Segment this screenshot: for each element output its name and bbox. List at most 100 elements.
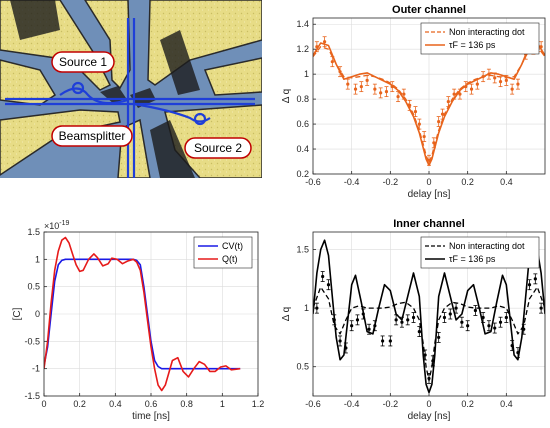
x-tick-label: 0 (426, 399, 431, 409)
data-point (475, 82, 479, 86)
data-point (504, 78, 508, 82)
outer-channel-chart: -0.6 -0.4 -0.2 0 0.2 0.4 0.2 0.4 0.6 0.8 1 1.2 1.4 de… (281, 4, 546, 200)
data-point (400, 320, 404, 324)
data-point (481, 315, 485, 320)
data-point (367, 327, 371, 331)
data-point (440, 112, 445, 116)
y-tick-label: 0.4 (296, 144, 309, 154)
x-tick-label: -0.4 (344, 399, 360, 409)
data-point (473, 308, 477, 313)
exponent-base: ×10 (44, 221, 59, 231)
data-point (355, 318, 360, 322)
legend-box (193, 236, 253, 269)
series-line-1 (44, 236, 241, 392)
legend-label: Non interacting dot (449, 27, 525, 37)
data-point (516, 351, 520, 355)
data-point (464, 85, 468, 89)
source-1-label: Source 1 (51, 51, 115, 73)
data-point (454, 306, 458, 310)
data-point (493, 76, 497, 80)
data-point (510, 344, 514, 348)
data-point (522, 327, 526, 331)
data-point (406, 318, 410, 322)
y-axis-label: [C] (12, 307, 23, 320)
data-point (533, 277, 537, 281)
edge-channel-paths (5, 18, 255, 178)
data-point (402, 92, 406, 96)
series-layer (44, 236, 241, 392)
data-point (442, 315, 447, 320)
x-tick-label: 1 (220, 399, 225, 409)
data-point (487, 324, 491, 328)
x-tick-label: 0.2 (73, 399, 86, 409)
y-tick-label: 1 (304, 303, 309, 313)
data-point (431, 359, 435, 363)
y-tick-label: 1.5 (296, 245, 309, 255)
beamsplitter-text: Beamsplitter (59, 129, 126, 143)
y-tick-label: 1.2 (296, 44, 309, 54)
data-point (498, 320, 503, 324)
data-point (504, 315, 508, 320)
x-tick-label: -0.6 (305, 177, 321, 187)
chart-title: Inner channel (393, 218, 465, 230)
data-point (516, 82, 520, 86)
data-point (315, 306, 319, 310)
data-point (388, 339, 392, 343)
y-tick-label: 0.8 (296, 94, 309, 104)
y-tick-label: 1 (35, 254, 40, 264)
x-tick-label: 0.4 (500, 177, 513, 187)
chart-title: Outer channel (392, 4, 466, 16)
x-axis-label: delay [ns] (408, 411, 451, 422)
y-tick-label: 0.5 (27, 282, 40, 292)
y-tick-label: -1.5 (24, 391, 40, 401)
y-tick-label: -0.5 (24, 336, 40, 346)
source-2-label: Source 2 (184, 137, 252, 159)
exponent-power: -19 (59, 220, 69, 227)
data-point (493, 326, 497, 330)
data-point (487, 72, 491, 76)
legend-label: CV(t) (222, 241, 243, 251)
dark-gaps (10, 0, 200, 178)
data-point (384, 90, 389, 94)
data-point (323, 40, 327, 44)
y-tick-label: 1 (304, 69, 309, 79)
y-tick-label: 1.5 (27, 227, 40, 237)
data-point (346, 82, 350, 86)
data-point (330, 60, 334, 64)
data-point (498, 80, 503, 84)
legend-box (420, 22, 540, 55)
series-layer (313, 239, 545, 394)
data-point (321, 274, 325, 279)
data-point (373, 87, 377, 91)
sample-micrograph: Source 1 Beamsplitter Source 2 (0, 0, 262, 178)
data-point (379, 91, 383, 95)
data-point (332, 318, 336, 322)
data-point (427, 158, 431, 162)
x-tick-label: 0.2 (461, 399, 474, 409)
data-point (481, 75, 485, 79)
legend: CV(t) Q(t) (193, 236, 253, 269)
data-point (417, 329, 421, 334)
data-point (326, 283, 331, 287)
data-point (394, 318, 398, 322)
legend: Non interacting dot τF = 136 ps (420, 22, 540, 55)
data-point (315, 45, 319, 49)
data-markers (314, 271, 544, 384)
source-1-text: Source 1 (59, 55, 107, 69)
data-point (432, 141, 436, 145)
x-tick-label: -0.2 (383, 177, 399, 187)
data-point (396, 95, 400, 99)
y-tick-label: 0.5 (296, 362, 309, 372)
legend-label: Non interacting dot (449, 241, 525, 251)
data-point (353, 87, 358, 91)
x-tick-label: 1.2 (252, 399, 265, 409)
data-point (338, 70, 342, 74)
data-point (427, 376, 431, 381)
data-point (338, 339, 342, 343)
y-tick-label: 0.6 (296, 119, 309, 129)
x-tick-label: 0 (41, 399, 46, 409)
legend-label: Q(t) (222, 254, 238, 264)
data-point (417, 122, 421, 126)
legend-box (420, 236, 540, 269)
